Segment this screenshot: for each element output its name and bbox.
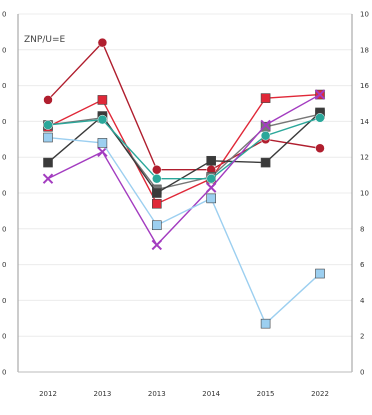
data-point [260,157,271,168]
data-point [43,95,53,105]
data-point [97,95,108,105]
y-tick-label-right: 14 [360,118,369,126]
data-point [42,173,54,184]
y-tick-label-right: 10 [360,190,369,198]
series-line [47,93,321,205]
y-tick-label-left: 0 [2,46,6,54]
data-point [315,143,325,153]
x-tick-label: 2013 [148,390,166,398]
series-5 [42,89,326,251]
data-point [315,113,325,123]
y-tick-label-left: 0 [2,154,6,162]
data-point [152,164,162,175]
series-4 [43,113,325,184]
data-point [43,157,53,168]
y-tick-label-right: 2 [360,333,364,341]
series-line [47,93,321,247]
y-tick-label-left: 0 [2,261,6,269]
series-line [47,41,321,171]
x-tick-label: 2022 [311,390,329,398]
series-line [47,113,321,191]
series-line [47,111,321,194]
data-point [152,198,162,209]
data-point [206,173,216,184]
data-point [151,239,163,251]
data-point [206,193,216,204]
y-tick-label-left: 0 [2,118,6,126]
data-point [152,173,162,184]
data-point [97,37,108,48]
y-tick-label-right: 10 [360,11,369,19]
y-tick-label-left: 0 [2,82,6,90]
y-tick-label-left: 0 [2,11,6,19]
chart-title: ZNP/U=E [24,35,65,45]
data-point [206,155,216,166]
series-6 [43,132,325,329]
y-tick-label-right: 16 [360,82,369,90]
series-line [47,136,321,325]
y-tick-label-right: 6 [360,261,365,269]
data-point [260,130,271,141]
y-tick-label-right: 0 [360,369,364,377]
data-point [260,318,271,329]
data-point [314,89,326,100]
data-point [260,93,271,103]
y-tick-label-right: 4 [360,297,365,305]
x-tick-label: 2013 [93,390,111,398]
data-point [43,120,53,130]
data-point [43,132,53,143]
data-point [315,268,325,279]
data-point [97,138,108,148]
x-tick-label: 2012 [39,390,57,398]
y-tick-label-left: 0 [2,369,6,377]
y-tick-label-left: 0 [2,225,6,233]
series-line [47,117,321,180]
data-point [97,146,108,158]
data-point [260,119,271,131]
y-tick-label-left: 0 [2,333,6,341]
data-point [152,220,162,231]
x-tick-label: 2014 [202,390,220,398]
x-tick-label: 2015 [257,390,275,398]
data-point [97,114,108,125]
y-tick-label-right: 12 [360,154,369,162]
y-tick-label-left: 0 [2,190,6,198]
y-tick-label-left: 0 [2,297,6,305]
data-point [152,188,162,198]
y-tick-label-right: 8 [360,225,364,233]
data-point [205,182,217,193]
y-tick-label-right: 18 [360,46,369,54]
